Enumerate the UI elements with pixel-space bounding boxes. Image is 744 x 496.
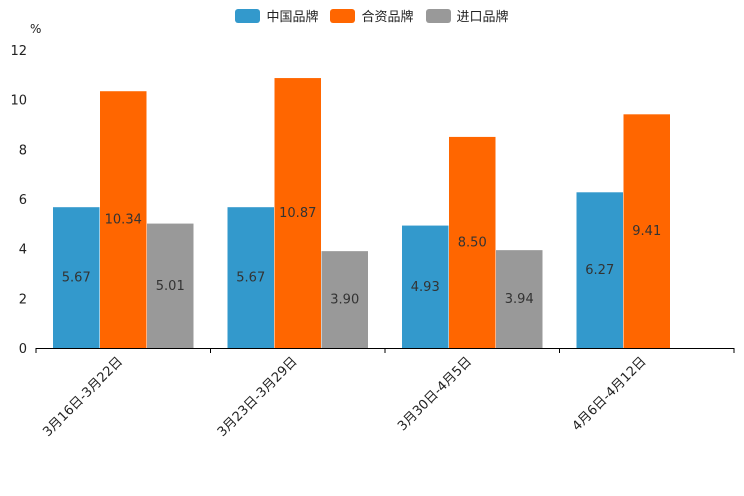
y-tick-label: 8 bbox=[19, 143, 27, 158]
bar[interactable] bbox=[100, 91, 147, 349]
data-label: 6.27 bbox=[585, 263, 614, 278]
bar[interactable] bbox=[321, 251, 369, 348]
data-label: 4.93 bbox=[411, 280, 440, 295]
bars bbox=[53, 78, 671, 349]
bar[interactable] bbox=[402, 225, 449, 348]
x-tick-label: 4月6日-4月12日 bbox=[570, 354, 650, 434]
bar[interactable] bbox=[227, 207, 275, 348]
y-tick-label: 10 bbox=[10, 94, 27, 109]
legend-swatch-joint-venture bbox=[330, 8, 356, 23]
data-label: 3.94 bbox=[505, 292, 534, 307]
legend: 中国品牌 合资品牌 进口品牌 bbox=[0, 6, 744, 25]
bar[interactable] bbox=[623, 114, 671, 349]
y-tick-label: 0 bbox=[19, 342, 27, 357]
data-labels: 5.67 10.34 5.01 5.67 10.87 3.90 4.93 8.50 3.94 6.… bbox=[62, 206, 661, 308]
bar[interactable] bbox=[53, 207, 100, 348]
bar[interactable] bbox=[449, 136, 496, 348]
legend-swatch-imported bbox=[425, 8, 451, 23]
data-label: 10.34 bbox=[105, 213, 142, 228]
legend-label-joint-venture: 合资品牌 bbox=[361, 10, 414, 25]
data-label: 5.67 bbox=[62, 271, 91, 286]
x-tick-label: 3月30日-4月5日 bbox=[395, 354, 475, 434]
data-label: 5.01 bbox=[156, 279, 185, 294]
data-label: 8.50 bbox=[458, 235, 487, 250]
data-label: 9.41 bbox=[632, 224, 661, 239]
y-tick-label: 6 bbox=[19, 193, 27, 208]
x-axis: 3月16日-3月22日 3月23日-3月29日 3月30日-4月5日 4月6日-4月1… bbox=[35, 348, 735, 440]
bar[interactable] bbox=[274, 78, 322, 348]
x-tick-label: 3月16日-3月22日 bbox=[40, 354, 126, 440]
y-tick-label: 12 bbox=[10, 44, 27, 59]
data-label: 10.87 bbox=[279, 206, 316, 221]
legend-item-imported[interactable]: 进口品牌 bbox=[425, 6, 509, 25]
data-label: 3.90 bbox=[330, 293, 359, 308]
bar[interactable] bbox=[496, 250, 543, 348]
legend-item-domestic[interactable]: 中国品牌 bbox=[235, 6, 318, 25]
legend-label-domestic: 中国品牌 bbox=[266, 10, 319, 25]
legend-label-imported: 进口品牌 bbox=[456, 10, 509, 25]
legend-item-joint-venture[interactable]: 合资品牌 bbox=[330, 6, 414, 25]
data-label: 5.67 bbox=[236, 271, 265, 286]
legend-swatch-domestic bbox=[235, 8, 261, 23]
y-tick-label: 2 bbox=[19, 292, 27, 307]
y-axis-ticks: 0 2 4 6 8 10 12 bbox=[10, 44, 27, 357]
y-tick-label: 4 bbox=[19, 243, 27, 258]
bar[interactable] bbox=[576, 192, 624, 348]
bar[interactable] bbox=[147, 223, 194, 348]
y-unit-label: % bbox=[30, 22, 41, 36]
x-tick-label: 3月23日-3月29日 bbox=[215, 354, 301, 440]
